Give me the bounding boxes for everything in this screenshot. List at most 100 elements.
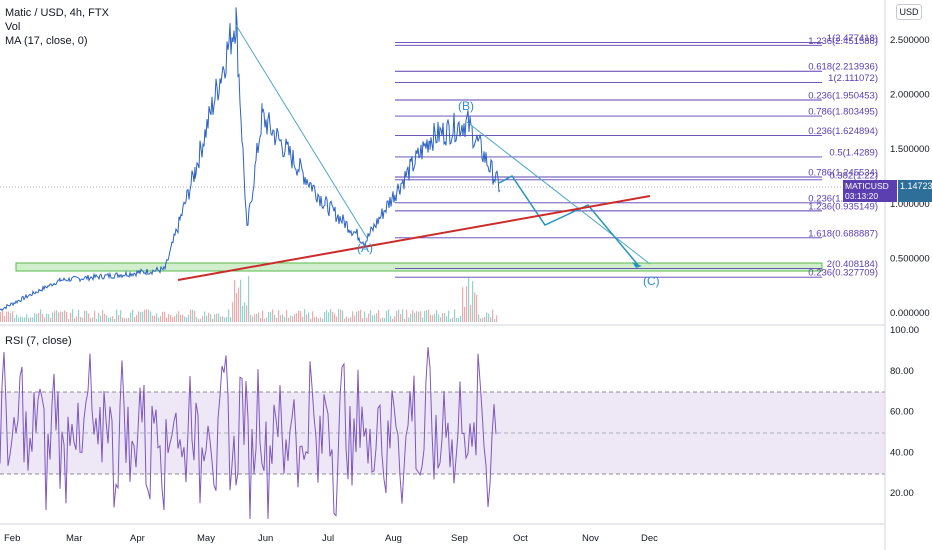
volume-bar	[42, 313, 44, 322]
rsi-tick-label: 20.00	[890, 488, 914, 499]
price-axis-ticks[interactable]: 2.500000 2.000000 1.500000 1.000000 0.500000…	[890, 35, 930, 319]
volume-bar	[258, 312, 260, 322]
volume-bar	[302, 316, 304, 322]
volume-bar	[134, 317, 136, 322]
legend-ma[interactable]: MA (17, close, 0)	[5, 35, 88, 47]
fib-level-label: 0.5(1.4289)	[829, 147, 878, 158]
volume-bar	[346, 316, 348, 322]
volume-bar	[436, 310, 438, 322]
volume-bar	[146, 309, 148, 322]
time-tick-label: Mar	[66, 533, 82, 544]
volume-bar	[128, 317, 130, 322]
volume-bar	[414, 312, 416, 322]
volume-bar	[254, 314, 256, 322]
volume-bar	[66, 311, 68, 322]
volume-bars	[0, 276, 498, 322]
volume-bar	[186, 317, 188, 322]
time-tick-label: Jul	[322, 533, 334, 544]
volume-bar	[86, 310, 88, 322]
volume-bar	[428, 309, 430, 322]
volume-bar	[444, 313, 446, 322]
volume-bar	[420, 311, 422, 322]
volume-bar	[216, 313, 218, 322]
volume-bar	[432, 315, 434, 322]
volume-bar	[430, 314, 432, 322]
volume-bar	[156, 313, 158, 322]
currency-button[interactable]: USD	[896, 4, 922, 20]
legend-main[interactable]: Matic / USD, 4h, FTX	[5, 7, 109, 19]
rsi-tick-label: 100.00	[890, 325, 919, 336]
rsi-tick-label: 60.00	[890, 407, 914, 418]
last-price-tag: 1.147233	[898, 180, 932, 202]
volume-bar	[290, 315, 292, 322]
fib-level-label: 0.786(1.245534)	[808, 167, 878, 178]
volume-bar	[344, 318, 346, 322]
volume-bar	[132, 309, 134, 322]
rsi-axis-ticks[interactable]: 100.00 80.00 60.00 40.00 20.00	[890, 325, 919, 499]
volume-bar	[438, 314, 440, 322]
time-tick-label: Aug	[385, 533, 402, 544]
volume-bar	[416, 311, 418, 322]
volume-bar	[330, 309, 332, 322]
volume-bar	[52, 312, 54, 322]
time-tick-label: Dec	[641, 533, 658, 544]
volume-bar	[458, 317, 460, 322]
volume-bar	[412, 310, 414, 322]
time-tick-label: Jun	[258, 533, 273, 544]
price-tick-label: 1.500000	[890, 144, 930, 155]
volume-bar	[222, 316, 224, 322]
support-zone	[15, 262, 823, 272]
volume-bar	[314, 317, 316, 322]
volume-bar	[104, 313, 106, 322]
volume-bar	[398, 309, 400, 322]
volume-bar	[140, 312, 142, 322]
volume-bar	[406, 309, 408, 322]
volume-bar	[88, 313, 90, 322]
volume-bar	[148, 309, 150, 322]
volume-bar	[372, 315, 374, 322]
volume-bar	[82, 317, 84, 322]
price-tick-label: 0.000000	[890, 308, 930, 319]
price-tick-label: 2.000000	[890, 90, 930, 101]
volume-bar	[360, 309, 362, 322]
volume-bar	[316, 316, 318, 322]
volume-bar	[190, 309, 192, 322]
volume-bar	[234, 279, 236, 322]
volume-bar	[118, 314, 120, 322]
rsi-tick-label: 80.00	[890, 366, 914, 377]
volume-bar	[266, 317, 268, 322]
volume-bar	[220, 316, 222, 322]
volume-bar	[370, 310, 372, 322]
time-axis-ticks[interactable]: Feb Mar Apr May Jun Jul Aug Sep Oct Nov Dec	[4, 533, 658, 544]
volume-bar	[100, 315, 102, 322]
volume-bar	[306, 314, 308, 322]
volume-bar	[296, 313, 298, 322]
wave-line-ab	[235, 24, 368, 239]
time-tick-label: Sep	[451, 533, 468, 544]
volume-bar	[298, 310, 300, 322]
volume-bar	[74, 318, 76, 322]
legend-vol[interactable]: Vol	[5, 21, 21, 33]
volume-bar	[312, 311, 314, 322]
volume-bar	[348, 317, 350, 322]
volume-bar	[350, 317, 352, 322]
volume-bar	[60, 311, 62, 322]
fib-level-label: 0.382(1.22)	[829, 170, 878, 181]
volume-bar	[410, 313, 412, 322]
volume-bar	[474, 292, 476, 322]
volume-bar	[106, 315, 108, 322]
volume-bar	[150, 311, 152, 322]
fib-level-label: 0.236(1.950453)	[808, 91, 878, 102]
volume-bar	[484, 316, 486, 322]
fib-level-label: 1(2.111072)	[828, 73, 878, 84]
volume-bar	[28, 317, 30, 322]
volume-bar	[184, 316, 186, 322]
volume-bar	[116, 309, 118, 322]
volume-bar	[210, 314, 212, 322]
volume-bar	[288, 317, 290, 322]
fib-level-label: 1(2.477418)	[827, 33, 878, 44]
legend-rsi[interactable]: RSI (7, close)	[5, 335, 72, 347]
volume-bar	[194, 310, 196, 322]
price-tick-label: 2.500000	[890, 35, 930, 46]
